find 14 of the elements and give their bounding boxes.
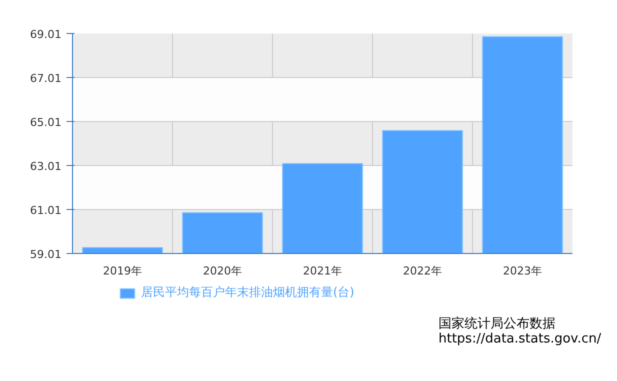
x-tick-label: 2020年 (203, 264, 242, 278)
text: 国家统计局公布数据 (438, 316, 556, 332)
x-tick-label: 2019年 (103, 264, 142, 278)
legend-label: 居民平均每百户年末排油烟机拥有量(台) (141, 284, 354, 301)
x-tick-label: 2022年 (403, 264, 442, 278)
text: https://data.stats.gov.cn/ (438, 332, 602, 346)
y-tick-label: 61.01 (30, 204, 62, 217)
y-tick-label: 65.01 (30, 116, 62, 129)
y-tick-label: 63.01 (30, 160, 62, 173)
y-tick-label: 69.01 (30, 28, 62, 41)
y-tick-label: 59.01 (30, 248, 62, 261)
x-tick-label: 2021年 (303, 264, 342, 278)
x-tick-label: 2023年 (503, 264, 542, 278)
y-tick-label: 67.01 (30, 72, 62, 85)
